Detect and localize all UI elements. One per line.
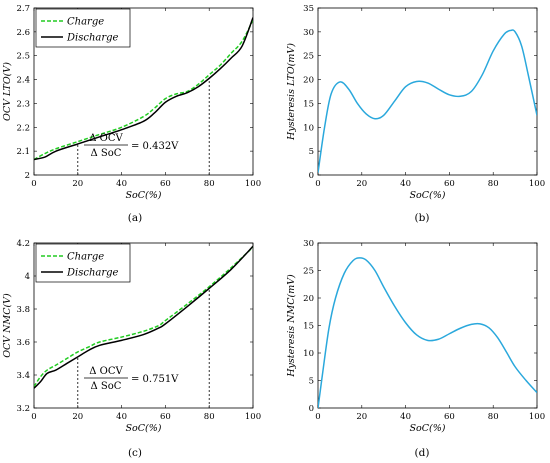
x-tick-label: 20 — [72, 412, 83, 422]
legend-entry-discharge: Discharge — [66, 33, 119, 44]
y-tick-label: 0 — [309, 171, 314, 181]
y-tick-label: 3.8 — [16, 305, 30, 315]
chart-panel-c: 0 20 40 60 80 100 3.2 3.4 3.6 3.8 4 4.2 SoC(%) OCV NM… — [2, 239, 261, 459]
y-tick-label: 20 — [303, 76, 314, 86]
series-line-discharge — [34, 17, 253, 161]
chart-panel-b: 0 20 40 60 80 100 0 5 10 15 20 25 30 35 SoC(%) Hysteres… — [286, 4, 545, 224]
y-tick-label: 15 — [303, 322, 314, 332]
y-tick-label: 4 — [25, 272, 30, 282]
annotation-denominator: Δ SoC — [91, 381, 122, 392]
chart-panel-a: 0 20 40 60 80 100 2 2.1 2.2 2.3 2.4 2.5 2.6 2.7 SoC(%)… — [2, 4, 261, 224]
y-tick-label: 2.6 — [16, 28, 30, 38]
y-tick-label: 2.2 — [16, 123, 30, 133]
y-tick-label: 5 — [309, 147, 314, 157]
y-tick-label: 2.7 — [16, 4, 30, 14]
panel-caption: (a) — [128, 212, 142, 224]
x-tick-label: 100 — [245, 179, 261, 189]
x-tick-label: 0 — [315, 179, 320, 189]
y-tick-label: 10 — [303, 349, 314, 359]
y-tick-label: 20 — [303, 294, 314, 304]
y-axis-label: Hysteresis LTO(mV) — [286, 43, 297, 141]
x-tick-label: 80 — [204, 412, 215, 422]
x-tick-label: 100 — [245, 412, 261, 422]
x-tick-label: 20 — [356, 179, 367, 189]
x-tick-label: 0 — [31, 412, 36, 422]
x-tick-label: 80 — [488, 412, 499, 422]
y-tick-label: 15 — [303, 99, 314, 109]
y-tick-label: 3.6 — [16, 338, 30, 348]
y-tick-label: 2.1 — [16, 147, 30, 157]
x-axis-label: SoC(%) — [126, 190, 162, 201]
plot-frame — [33, 7, 254, 176]
plot-frame — [317, 242, 538, 409]
x-tick-label: 60 — [160, 179, 171, 189]
y-tick-label: 3.4 — [16, 371, 30, 381]
legend-box — [35, 8, 131, 48]
y-tick-label: 2.4 — [16, 76, 30, 86]
y-tick-label: 5 — [309, 377, 314, 387]
annotation-value: = 0.432V — [131, 141, 179, 152]
y-axis-label: OCV NMC(V) — [2, 293, 13, 358]
y-tick-label: 10 — [303, 123, 314, 133]
chart-panel-d: 0 20 40 60 80 100 0 5 10 15 20 25 30 SoC(%) Hysteresis… — [286, 239, 545, 459]
series-line-hysteresis — [318, 29, 537, 173]
series-line-hysteresis — [318, 257, 537, 408]
y-tick-label: 2.5 — [16, 52, 30, 62]
plot-frame — [33, 242, 254, 409]
x-tick-label: 0 — [315, 412, 320, 422]
y-axis-label: OCV LTO(V) — [2, 62, 13, 121]
panel-caption: (b) — [415, 212, 430, 224]
x-tick-label: 40 — [400, 179, 411, 189]
y-tick-label: 25 — [303, 267, 314, 277]
x-tick-label: 60 — [444, 412, 455, 422]
x-tick-label: 80 — [488, 179, 499, 189]
y-tick-label: 25 — [303, 52, 314, 62]
annotation-denominator: Δ SoC — [91, 148, 122, 159]
x-tick-label: 60 — [444, 179, 455, 189]
x-tick-label: 40 — [400, 412, 411, 422]
x-axis-label: SoC(%) — [410, 190, 446, 201]
y-tick-label: 3.2 — [16, 404, 30, 414]
x-tick-label: 20 — [72, 179, 83, 189]
legend-box — [35, 243, 131, 283]
x-tick-label: 60 — [160, 412, 171, 422]
annotation-numerator: Δ OCV — [89, 133, 123, 144]
x-tick-label: 0 — [31, 179, 36, 189]
y-tick-label: 35 — [303, 4, 314, 14]
x-tick-label: 100 — [529, 412, 545, 422]
x-tick-label: 100 — [529, 179, 545, 189]
y-tick-label: 2 — [25, 171, 30, 181]
panel-caption: (c) — [128, 447, 142, 459]
y-tick-label: 0 — [309, 404, 314, 414]
annotation-value: = 0.751V — [131, 374, 179, 385]
legend-entry-charge: Charge — [67, 252, 104, 263]
plot-frame — [317, 7, 538, 176]
x-tick-label: 40 — [116, 412, 127, 422]
y-axis-label: Hysteresis NMC(mV) — [286, 274, 297, 378]
y-tick-label: 4.2 — [16, 239, 30, 249]
y-tick-label: 2.3 — [16, 99, 30, 109]
legend-entry-charge: Charge — [67, 17, 104, 28]
series-line-charge — [34, 246, 253, 387]
y-tick-label: 30 — [303, 239, 314, 249]
x-axis-label: SoC(%) — [410, 423, 446, 434]
series-line-charge — [34, 19, 253, 161]
x-tick-label: 20 — [356, 412, 367, 422]
legend-entry-discharge: Discharge — [66, 268, 119, 279]
series-line-discharge — [34, 245, 253, 389]
x-axis-label: SoC(%) — [126, 423, 162, 434]
annotation-numerator: Δ OCV — [89, 366, 123, 377]
x-tick-label: 80 — [204, 179, 215, 189]
x-tick-label: 40 — [116, 179, 127, 189]
panel-caption: (d) — [415, 447, 430, 459]
y-tick-label: 30 — [303, 28, 314, 38]
